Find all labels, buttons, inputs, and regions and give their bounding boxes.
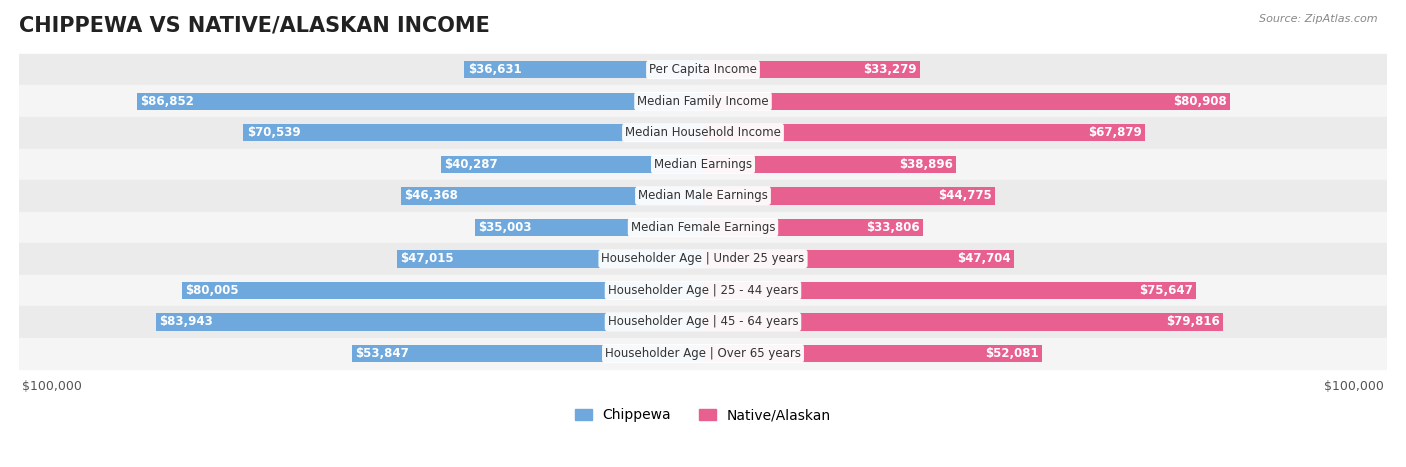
Text: Median Family Income: Median Family Income	[637, 95, 769, 108]
Text: $86,852: $86,852	[141, 95, 194, 108]
Bar	[20, 180, 1386, 212]
Bar	[703, 187, 994, 205]
Text: Median Male Earnings: Median Male Earnings	[638, 189, 768, 202]
Bar	[20, 117, 1386, 149]
Bar	[20, 54, 1386, 85]
Bar	[475, 219, 703, 236]
Bar	[243, 124, 703, 142]
Text: $67,879: $67,879	[1088, 126, 1142, 139]
Text: Median Earnings: Median Earnings	[654, 158, 752, 171]
Text: $75,647: $75,647	[1139, 284, 1192, 297]
Bar	[703, 282, 1195, 299]
Text: Householder Age | Under 25 years: Householder Age | Under 25 years	[602, 252, 804, 265]
Bar	[20, 275, 1386, 306]
Text: $44,775: $44,775	[938, 189, 991, 202]
Bar	[703, 61, 920, 78]
Bar	[464, 61, 703, 78]
Bar	[20, 306, 1386, 338]
Text: $40,287: $40,287	[444, 158, 498, 171]
Text: $36,631: $36,631	[468, 63, 522, 76]
Text: $33,279: $33,279	[863, 63, 917, 76]
Bar	[20, 85, 1386, 117]
Bar	[181, 282, 703, 299]
Bar	[156, 313, 703, 331]
Text: $79,816: $79,816	[1166, 315, 1219, 328]
Bar	[20, 243, 1386, 275]
Text: Householder Age | Over 65 years: Householder Age | Over 65 years	[605, 347, 801, 360]
Bar	[20, 149, 1386, 180]
Bar	[703, 345, 1042, 362]
Bar	[20, 338, 1386, 369]
Bar	[703, 219, 924, 236]
Text: $83,943: $83,943	[159, 315, 214, 328]
Bar	[440, 156, 703, 173]
Text: Median Female Earnings: Median Female Earnings	[631, 221, 775, 234]
Text: $80,908: $80,908	[1173, 95, 1227, 108]
Bar	[353, 345, 703, 362]
Bar	[703, 92, 1230, 110]
Bar	[703, 156, 956, 173]
Legend: Chippewa, Native/Alaskan: Chippewa, Native/Alaskan	[569, 403, 837, 428]
Text: $38,896: $38,896	[900, 158, 953, 171]
Text: $70,539: $70,539	[246, 126, 301, 139]
Text: $33,806: $33,806	[866, 221, 920, 234]
Text: Source: ZipAtlas.com: Source: ZipAtlas.com	[1260, 14, 1378, 24]
Bar	[20, 212, 1386, 243]
Text: CHIPPEWA VS NATIVE/ALASKAN INCOME: CHIPPEWA VS NATIVE/ALASKAN INCOME	[20, 15, 489, 35]
Text: Householder Age | 25 - 44 years: Householder Age | 25 - 44 years	[607, 284, 799, 297]
Text: $35,003: $35,003	[478, 221, 531, 234]
Text: Householder Age | 45 - 64 years: Householder Age | 45 - 64 years	[607, 315, 799, 328]
Text: $47,704: $47,704	[957, 252, 1011, 265]
Bar	[138, 92, 703, 110]
Bar	[396, 250, 703, 268]
Text: $46,368: $46,368	[404, 189, 458, 202]
Bar	[703, 124, 1146, 142]
Text: Median Household Income: Median Household Income	[626, 126, 780, 139]
Bar	[703, 250, 1014, 268]
Bar	[703, 313, 1223, 331]
Text: $80,005: $80,005	[186, 284, 239, 297]
Text: Per Capita Income: Per Capita Income	[650, 63, 756, 76]
Text: $52,081: $52,081	[986, 347, 1039, 360]
Text: $47,015: $47,015	[399, 252, 454, 265]
Text: $53,847: $53,847	[356, 347, 409, 360]
Bar	[401, 187, 703, 205]
